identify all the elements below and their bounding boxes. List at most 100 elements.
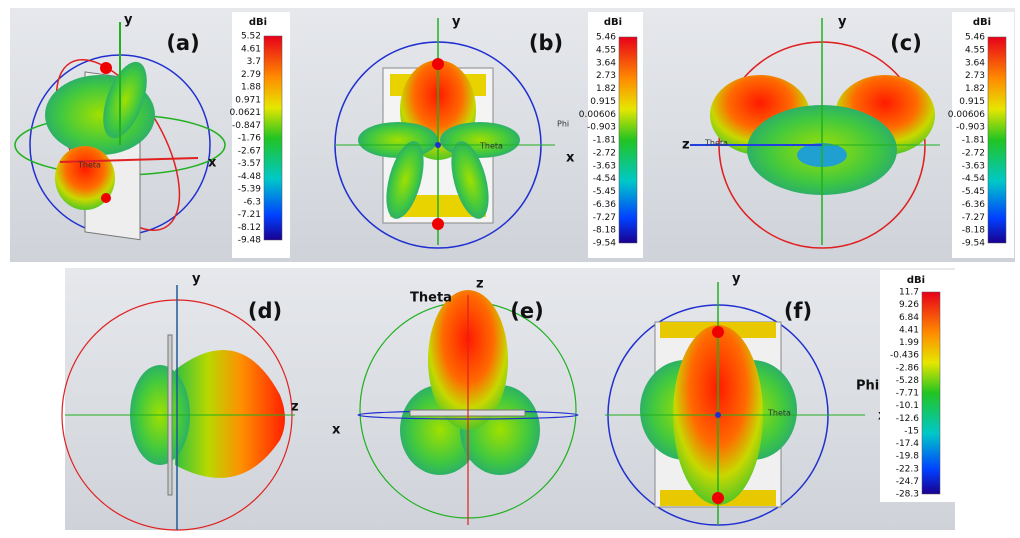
colorbar-tick-label: -22.3 bbox=[896, 464, 919, 474]
colorbar bbox=[619, 37, 637, 243]
axis-label: y bbox=[838, 15, 847, 30]
colorbar-tick-label: 0.00606 bbox=[579, 110, 616, 120]
colorbar-tick-label: 2.73 bbox=[965, 71, 985, 81]
colorbar-tick-label: -8.18 bbox=[593, 226, 617, 236]
colorbar-tick-label: -1.76 bbox=[238, 134, 262, 144]
axis-label: Phi bbox=[557, 120, 569, 129]
colorbar-tick-label: -0.436 bbox=[890, 351, 919, 361]
colorbar-tick-label: -6.36 bbox=[962, 200, 986, 210]
colorbar-tick-label: 1.82 bbox=[965, 84, 985, 94]
colorbar-tick-label: -5.39 bbox=[238, 185, 262, 195]
panel-label: (b) bbox=[529, 31, 563, 55]
colorbar-tick-label: -28.3 bbox=[896, 490, 919, 500]
colorbar-tick-label: -0.903 bbox=[587, 123, 616, 133]
colorbar-tick-label: -17.4 bbox=[896, 439, 920, 449]
colorbar-tick-label: -8.12 bbox=[238, 223, 261, 233]
axis-label: Theta bbox=[410, 291, 452, 306]
colorbar-tick-label: 3.64 bbox=[596, 58, 616, 68]
colorbar-tick-label: -9.54 bbox=[962, 239, 986, 249]
colorbar-tick-label: -7.27 bbox=[593, 213, 616, 223]
colorbar-tick-label: -3.57 bbox=[238, 159, 261, 169]
colorbar-tick-label: 1.99 bbox=[899, 338, 919, 348]
colorbar-tick-label: 4.61 bbox=[241, 44, 261, 54]
colorbar bbox=[988, 37, 1006, 243]
colorbar-tick-label: -24.7 bbox=[896, 477, 919, 487]
colorbar-tick-label: 6.84 bbox=[899, 313, 919, 323]
colorbar-tick-label: -2.86 bbox=[896, 363, 920, 373]
axis-label: y bbox=[732, 272, 741, 287]
colorbar-tick-label: 5.46 bbox=[965, 33, 985, 43]
colorbar-tick-label: -4.54 bbox=[593, 174, 617, 184]
colorbar-tick-label: 2.73 bbox=[596, 71, 616, 81]
axis-label: z bbox=[476, 277, 484, 292]
panel-label: (f) bbox=[784, 299, 812, 323]
colorbar-tick-label: 11.7 bbox=[899, 288, 919, 298]
colorbar-tick-label: -9.48 bbox=[238, 236, 262, 246]
axis-label: z bbox=[682, 138, 690, 153]
colorbar-tick-label: -1.81 bbox=[962, 136, 985, 146]
colorbar-tick-label: -1.81 bbox=[593, 136, 616, 146]
colorbar-tick-label: 0.0621 bbox=[230, 108, 262, 118]
colorbar-tick-label: -4.48 bbox=[238, 172, 262, 182]
colorbar-tick-label: 0.915 bbox=[590, 97, 616, 107]
colorbar-tick-label: 5.46 bbox=[596, 33, 616, 43]
axis-label: Phi bbox=[856, 379, 879, 394]
axis-label: x bbox=[208, 156, 217, 171]
panel-label: (d) bbox=[248, 299, 282, 323]
colorbar-tick-label: -0.903 bbox=[956, 123, 985, 133]
colorbar-tick-label: -7.71 bbox=[896, 389, 919, 399]
colorbar-tick-label: -2.67 bbox=[238, 146, 261, 156]
colorbar-tick-label: -15 bbox=[904, 426, 919, 436]
colorbar-tick-label: 3.7 bbox=[247, 57, 261, 67]
figure: (a) y x Theta (b) y x Theta Phi (c) y z Theta (d) y z (e… bbox=[0, 0, 1020, 534]
colorbar-tick-label: -8.18 bbox=[962, 226, 986, 236]
axis-label: y bbox=[192, 272, 201, 287]
colorbar-unit: dBi bbox=[604, 17, 622, 28]
colorbar-tick-label: -6.3 bbox=[243, 197, 261, 207]
colorbar-tick-label: -2.72 bbox=[593, 148, 616, 158]
colorbar-tick-label: 5.52 bbox=[241, 32, 261, 42]
axis-label: x bbox=[566, 151, 575, 166]
colorbar-tick-label: 2.79 bbox=[241, 70, 261, 80]
colorbar-tick-label: 0.971 bbox=[235, 95, 261, 105]
colorbar-tick-label: -2.72 bbox=[962, 148, 985, 158]
colorbar-tick-label: -5.28 bbox=[896, 376, 920, 386]
axis-label: Theta bbox=[479, 142, 503, 151]
axis-label: y bbox=[124, 13, 133, 28]
axis-label: x bbox=[332, 423, 341, 438]
axis-label: Theta bbox=[767, 409, 791, 418]
colorbar-tick-label: 4.55 bbox=[965, 45, 985, 55]
colorbar-tick-label: 3.64 bbox=[965, 58, 985, 68]
colorbar-tick-label: 4.41 bbox=[899, 325, 919, 335]
axis-label: Theta bbox=[704, 139, 728, 148]
colorbar-tick-label: -19.8 bbox=[896, 452, 920, 462]
panel-label: (e) bbox=[510, 299, 543, 323]
axis-label: z bbox=[291, 400, 299, 415]
colorbar-tick-label: -7.21 bbox=[238, 210, 261, 220]
colorbar-tick-label: -7.27 bbox=[962, 213, 985, 223]
colorbar-unit: dBi bbox=[907, 275, 925, 286]
colorbar-tick-label: 0.00606 bbox=[948, 110, 985, 120]
colorbar-unit: dBi bbox=[249, 17, 267, 28]
colorbar-tick-label: -9.54 bbox=[593, 239, 617, 249]
colorbar-tick-label: -0.847 bbox=[232, 121, 261, 131]
colorbar-tick-label: -10.1 bbox=[896, 401, 919, 411]
axis-label: y bbox=[452, 15, 461, 30]
colorbar-tick-label: 4.55 bbox=[596, 45, 616, 55]
colorbar-tick-label: -3.63 bbox=[962, 161, 985, 171]
colorbar-tick-label: 0.915 bbox=[959, 97, 985, 107]
colorbar-tick-label: -5.45 bbox=[593, 187, 616, 197]
colorbar-tick-label: -12.6 bbox=[896, 414, 920, 424]
colorbar-tick-label: 9.26 bbox=[899, 300, 919, 310]
colorbar-unit: dBi bbox=[973, 17, 991, 28]
panel-label: (c) bbox=[890, 31, 922, 55]
axis-label: Theta bbox=[77, 161, 101, 170]
colorbar bbox=[264, 36, 282, 240]
colorbar-tick-label: 1.82 bbox=[596, 84, 616, 94]
colorbar-tick-label: -3.63 bbox=[593, 161, 616, 171]
panel-label: (a) bbox=[166, 31, 199, 55]
colorbar-tick-label: -5.45 bbox=[962, 187, 985, 197]
colorbar-tick-label: -6.36 bbox=[593, 200, 617, 210]
colorbar-tick-label: 1.88 bbox=[241, 83, 261, 93]
colorbar bbox=[922, 292, 940, 494]
